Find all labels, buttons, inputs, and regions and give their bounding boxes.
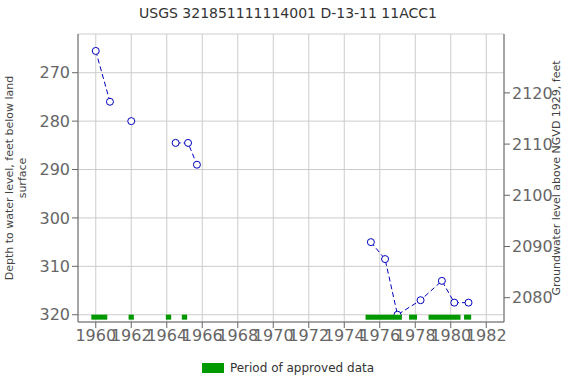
svg-text:1966: 1966 (181, 326, 223, 346)
svg-text:1976: 1976 (359, 326, 401, 346)
html-text:USGS 321851111114001 D-13-11 1: USGS 321851111114001 D-13-11 11ACC1 (139, 5, 437, 21)
svg-text:1980: 1980 (430, 326, 472, 346)
svg-text:1960: 1960 (75, 326, 117, 346)
svg-text:1982: 1982 (466, 326, 507, 345)
svg-text:1962: 1962 (110, 326, 152, 346)
svg-text:1968: 1968 (217, 326, 259, 346)
svg-text:1964: 1964 (146, 326, 188, 346)
html-text:Period of approved data: Period of approved data (229, 361, 375, 375)
svg-text:300: 300 (39, 209, 70, 228)
svg-text:320: 320 (39, 305, 70, 324)
svg-text:310: 310 (39, 257, 70, 276)
svg-text:290: 290 (39, 160, 70, 179)
svg-text:Depth to water level, feet bel: Depth to water level, feet below landsur… (8, 76, 29, 281)
svg-text:2100: 2100 (512, 186, 553, 205)
svg-text:280: 280 (39, 112, 70, 131)
svg-text:1970: 1970 (252, 326, 294, 346)
svg-text:1974: 1974 (323, 326, 365, 346)
svg-text:Groundwater level above NGVD 1: Groundwater level above NGVD 1929, feet (549, 60, 563, 296)
svg-text:1972: 1972 (288, 326, 330, 346)
svg-text:270: 270 (39, 63, 70, 82)
svg-text:2110: 2110 (512, 135, 553, 154)
svg-text:2090: 2090 (512, 237, 553, 256)
svg-text:1978: 1978 (394, 326, 436, 346)
svg-text:2080: 2080 (512, 288, 553, 307)
svg-text:2120: 2120 (512, 84, 553, 103)
